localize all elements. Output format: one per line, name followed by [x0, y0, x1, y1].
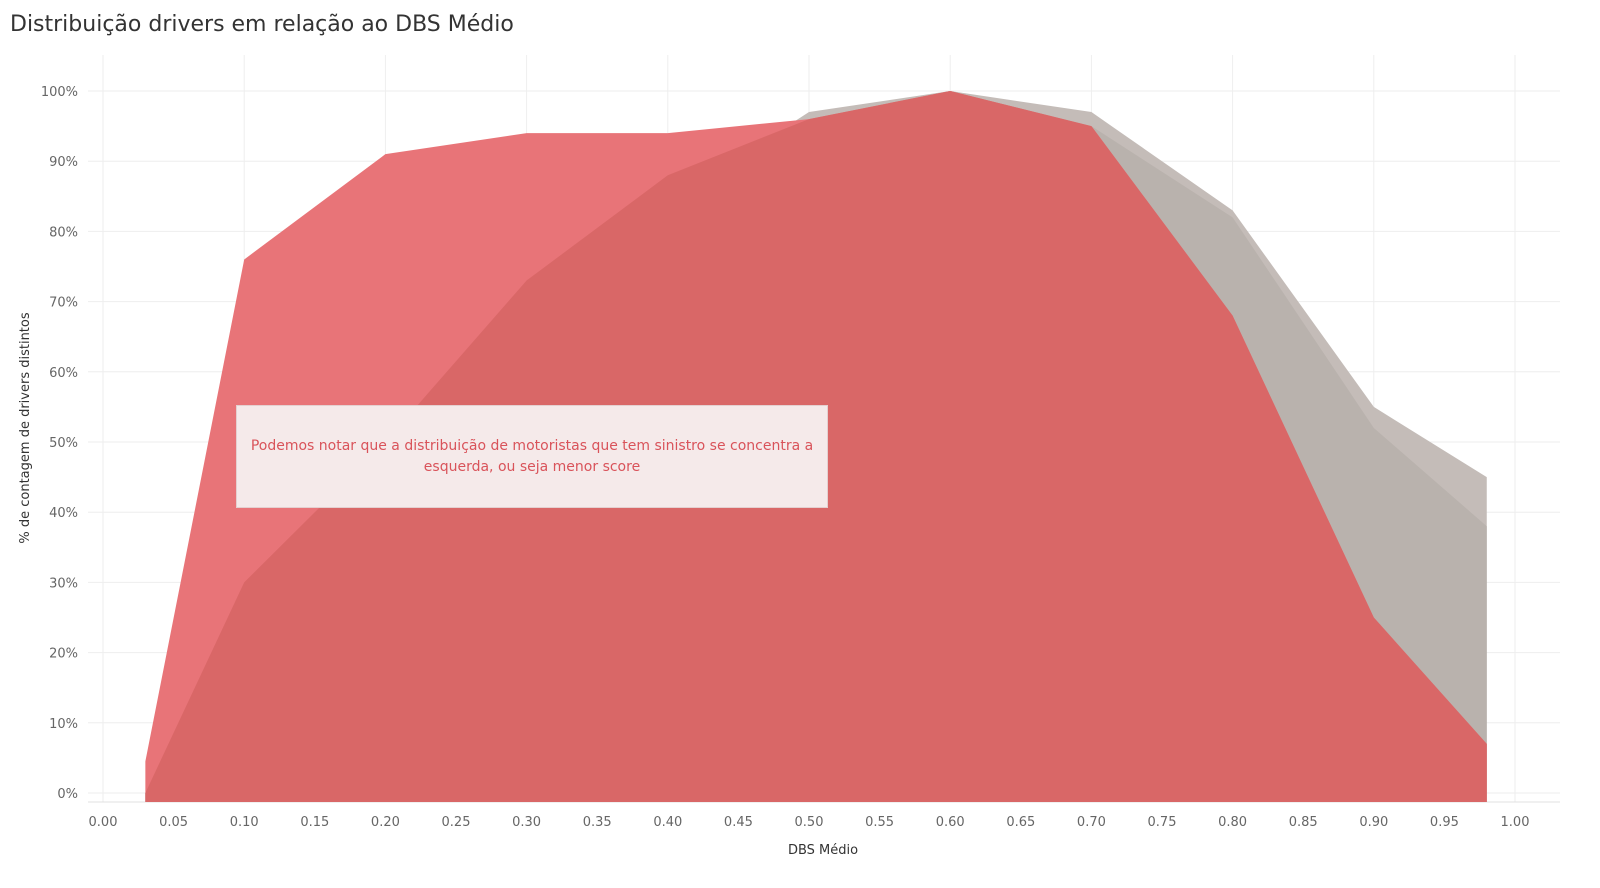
x-tick-label: 0.40	[653, 815, 682, 830]
x-tick-label: 0.10	[230, 815, 259, 830]
annotation-text: Podemos notar que a distribuição de moto…	[250, 437, 814, 475]
y-axis-ticks: 0% 10% 20% 30% 40% 50% 60% 70% 80% 90% 100%	[41, 85, 78, 802]
y-tick-label: 50%	[49, 436, 78, 451]
y-tick-label: 40%	[49, 506, 78, 521]
y-tick-label: 0%	[57, 787, 78, 802]
x-axis-title: DBS Médio	[788, 843, 858, 858]
x-tick-label: 0.35	[583, 815, 612, 830]
x-tick-label: 0.00	[89, 815, 118, 830]
x-tick-label: 0.70	[1077, 815, 1106, 830]
y-tick-label: 90%	[49, 155, 78, 170]
y-tick-label: 30%	[49, 576, 78, 591]
y-tick-label: 100%	[41, 85, 78, 100]
x-tick-label: 0.80	[1218, 815, 1247, 830]
x-tick-label: 0.60	[936, 815, 965, 830]
x-tick-label: 0.55	[865, 815, 894, 830]
x-tick-label: 0.30	[512, 815, 541, 830]
x-tick-label: 0.90	[1359, 815, 1388, 830]
x-tick-label: 0.75	[1148, 815, 1177, 830]
annotation-box: Podemos notar que a distribuição de moto…	[236, 405, 828, 508]
x-tick-label: 0.25	[442, 815, 471, 830]
x-tick-label: 0.20	[371, 815, 400, 830]
x-tick-label: 0.85	[1289, 815, 1318, 830]
x-tick-label: 0.95	[1430, 815, 1459, 830]
x-tick-label: 1.00	[1501, 815, 1530, 830]
x-tick-label: 0.45	[724, 815, 753, 830]
x-tick-label: 0.65	[1006, 815, 1035, 830]
x-tick-label: 0.15	[300, 815, 329, 830]
x-tick-label: 0.05	[159, 815, 188, 830]
y-tick-label: 70%	[49, 296, 78, 311]
y-tick-label: 10%	[49, 717, 78, 732]
y-tick-label: 80%	[49, 225, 78, 240]
y-tick-label: 60%	[49, 366, 78, 381]
y-tick-label: 20%	[49, 647, 78, 662]
y-axis-title: % de contagem de drivers distintos	[18, 312, 33, 543]
x-axis-ticks: 0.00 0.05 0.10 0.15 0.20 0.25 0.30 0.35 0.40 0.45…	[89, 815, 1530, 830]
x-tick-label: 0.50	[795, 815, 824, 830]
chart-title: Distribuição drivers em relação ao DBS M…	[10, 12, 514, 37]
